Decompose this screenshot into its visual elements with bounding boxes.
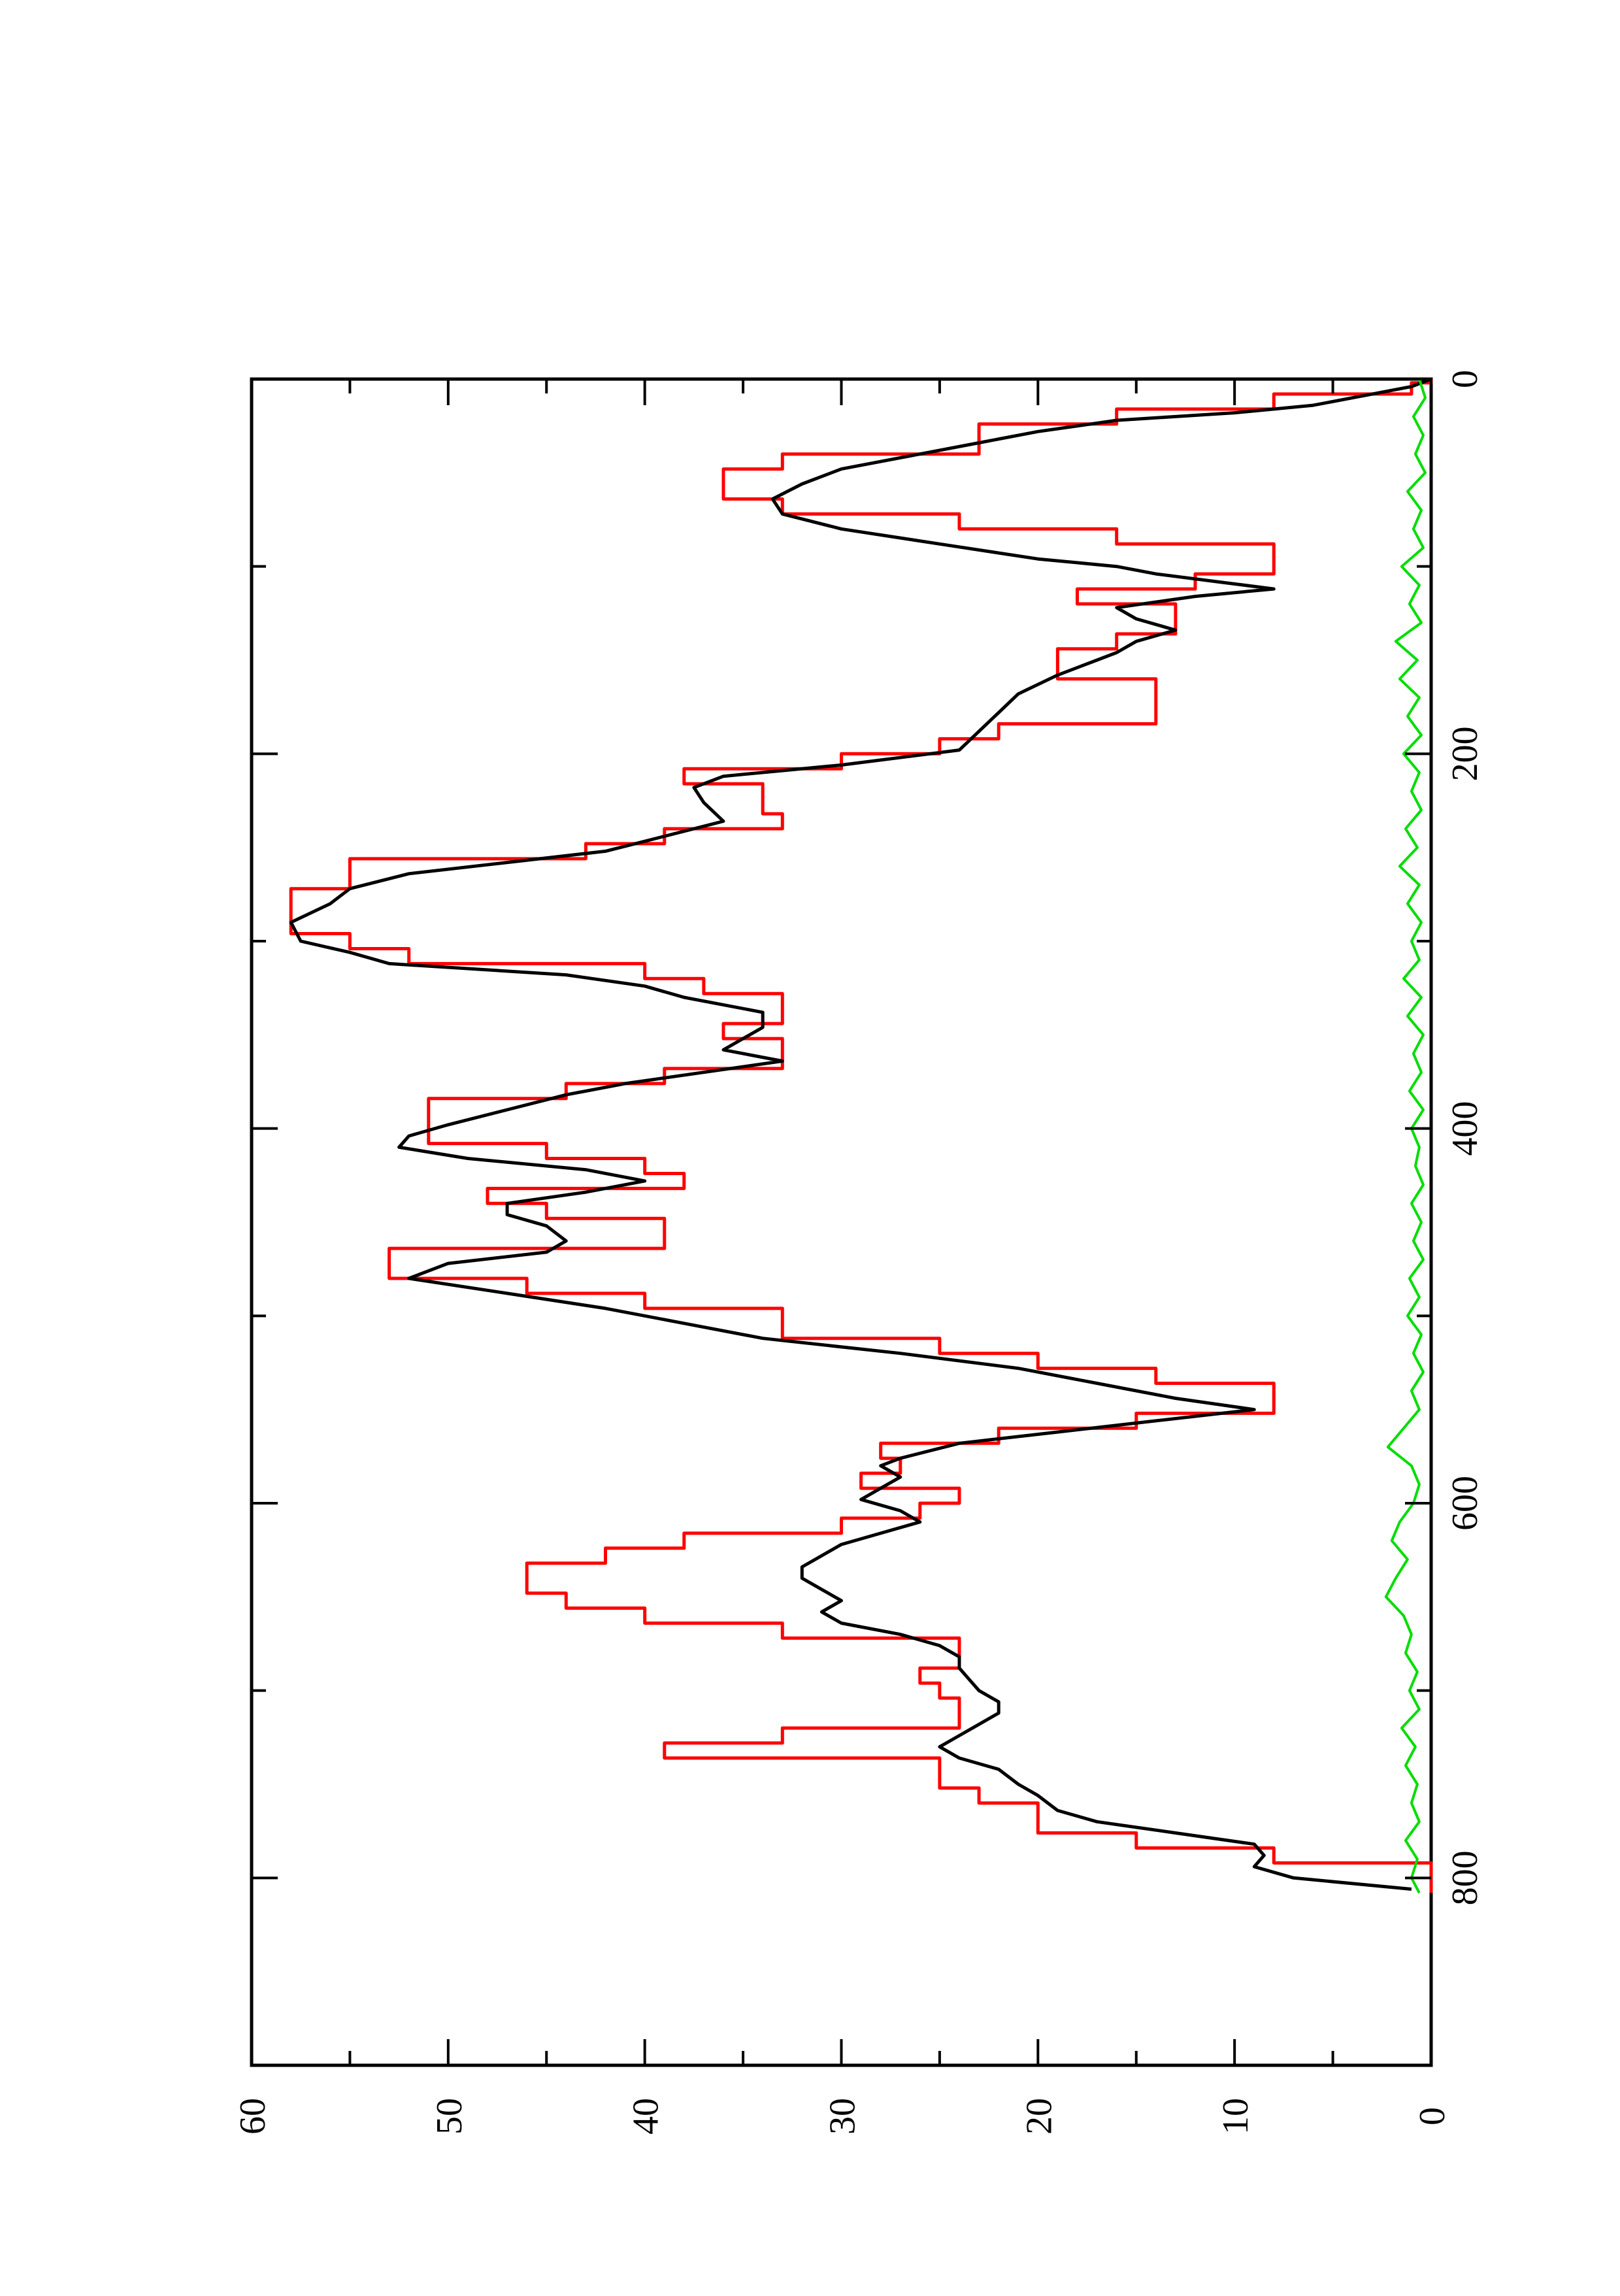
y-tick-label: 30 <box>823 2098 863 2135</box>
series-line-1 <box>289 377 1432 1891</box>
y-tick-label: 10 <box>1215 2098 1256 2135</box>
y-tick-label: 50 <box>429 2098 470 2135</box>
y-tick-label: 20 <box>1019 2098 1059 2135</box>
y-tick-label: 0 <box>1412 2107 1453 2125</box>
x-tick-label: 400 <box>1445 1101 1485 1156</box>
x-tick-label: 0 <box>1445 370 1485 388</box>
x-tick-label: 600 <box>1445 1476 1485 1531</box>
plot-frame <box>250 377 1433 2067</box>
series-line-0 <box>289 379 1433 1893</box>
x-tick-label: 200 <box>1445 726 1485 781</box>
x-tick-label: 800 <box>1445 1850 1485 1905</box>
series-line-2 <box>1384 378 1427 1894</box>
plot-group: 0 200 400 600 800 0 10 20 30 40 50 60 <box>233 370 1485 2135</box>
y-tick-label: 60 <box>233 2098 273 2135</box>
y-tick-label: 40 <box>626 2098 667 2135</box>
